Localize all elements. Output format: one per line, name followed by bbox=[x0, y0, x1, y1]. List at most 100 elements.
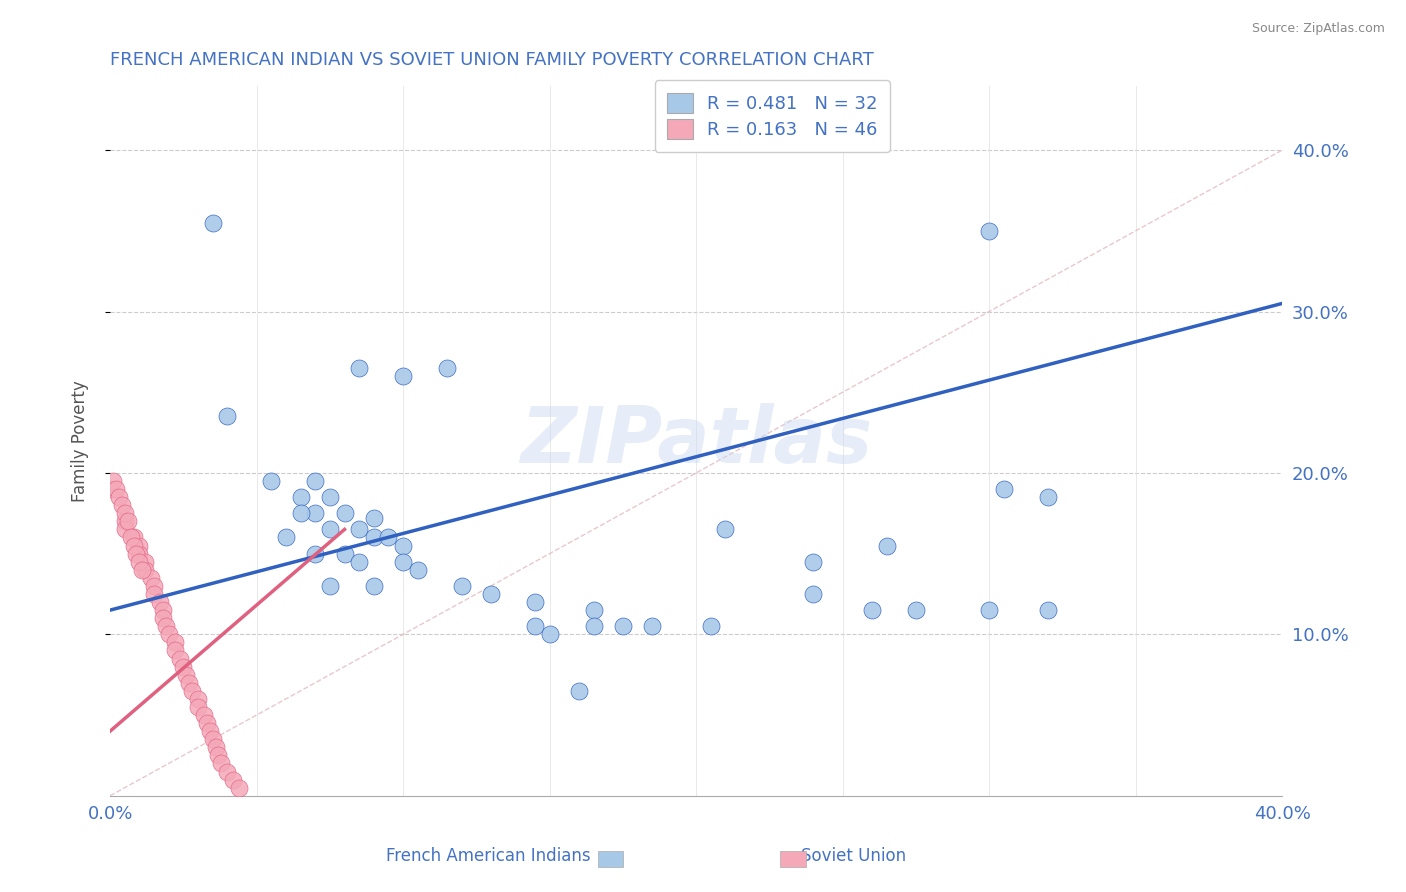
Point bbox=[860, 603, 883, 617]
Point bbox=[114, 514, 136, 528]
Point bbox=[204, 740, 226, 755]
Point bbox=[319, 523, 342, 537]
Point bbox=[582, 603, 605, 617]
Point bbox=[979, 603, 1001, 617]
Point bbox=[111, 498, 134, 512]
Point bbox=[120, 531, 142, 545]
Point bbox=[134, 555, 156, 569]
Point bbox=[304, 506, 326, 520]
Point bbox=[1036, 603, 1059, 617]
Point bbox=[222, 772, 245, 787]
Point bbox=[523, 619, 546, 633]
Point bbox=[201, 216, 224, 230]
Text: French American Indians: French American Indians bbox=[385, 847, 591, 865]
Point bbox=[195, 716, 218, 731]
Point bbox=[228, 780, 250, 795]
Point bbox=[172, 659, 194, 673]
Point bbox=[181, 683, 204, 698]
Point bbox=[193, 708, 215, 723]
Point bbox=[260, 474, 283, 488]
Point bbox=[979, 224, 1001, 238]
Point bbox=[582, 619, 605, 633]
Point bbox=[152, 603, 174, 617]
Point bbox=[149, 595, 172, 609]
Point bbox=[209, 756, 232, 771]
Point bbox=[155, 619, 177, 633]
Point bbox=[993, 482, 1015, 496]
Point bbox=[304, 474, 326, 488]
Text: ZIPatlas: ZIPatlas bbox=[520, 402, 872, 479]
Point bbox=[217, 409, 239, 424]
Point bbox=[363, 511, 385, 525]
Point bbox=[377, 531, 399, 545]
Point bbox=[392, 369, 415, 384]
Point bbox=[198, 724, 221, 739]
Point bbox=[174, 667, 197, 681]
Point bbox=[104, 482, 127, 496]
Point bbox=[114, 506, 136, 520]
Point bbox=[179, 675, 201, 690]
Point bbox=[876, 539, 898, 553]
Point bbox=[1036, 490, 1059, 504]
Point bbox=[117, 514, 139, 528]
Point bbox=[125, 547, 148, 561]
Point bbox=[641, 619, 664, 633]
Point bbox=[139, 571, 162, 585]
Point bbox=[187, 692, 209, 706]
Point bbox=[157, 627, 180, 641]
Point bbox=[700, 619, 723, 633]
Point bbox=[333, 547, 356, 561]
Point bbox=[143, 587, 166, 601]
Point bbox=[319, 490, 342, 504]
Point bbox=[363, 531, 385, 545]
Point bbox=[128, 547, 150, 561]
Point bbox=[114, 523, 136, 537]
Point bbox=[163, 635, 186, 649]
Point bbox=[801, 555, 824, 569]
Point bbox=[450, 579, 472, 593]
Point bbox=[98, 482, 121, 496]
Text: FRENCH AMERICAN INDIAN VS SOVIET UNION FAMILY POVERTY CORRELATION CHART: FRENCH AMERICAN INDIAN VS SOVIET UNION F… bbox=[110, 51, 873, 69]
Point bbox=[201, 732, 224, 747]
Point bbox=[612, 619, 634, 633]
Point bbox=[363, 579, 385, 593]
Point bbox=[347, 555, 370, 569]
Point bbox=[187, 700, 209, 714]
Point bbox=[406, 563, 429, 577]
Point bbox=[274, 531, 297, 545]
Point bbox=[436, 361, 458, 376]
Point bbox=[128, 555, 150, 569]
Point bbox=[169, 651, 191, 665]
Point bbox=[207, 748, 229, 763]
Point bbox=[714, 523, 737, 537]
Point bbox=[101, 474, 124, 488]
Point bbox=[904, 603, 927, 617]
Point bbox=[143, 579, 166, 593]
Point bbox=[108, 490, 131, 504]
Legend: R = 0.481   N = 32, R = 0.163   N = 46: R = 0.481 N = 32, R = 0.163 N = 46 bbox=[655, 80, 890, 152]
Point bbox=[333, 506, 356, 520]
Point bbox=[347, 523, 370, 537]
Point bbox=[538, 627, 561, 641]
Point bbox=[290, 506, 312, 520]
Point bbox=[152, 611, 174, 625]
Point bbox=[801, 587, 824, 601]
Point bbox=[568, 683, 591, 698]
Point bbox=[479, 587, 502, 601]
Point bbox=[122, 539, 145, 553]
Point bbox=[392, 555, 415, 569]
Point bbox=[347, 361, 370, 376]
Point bbox=[319, 579, 342, 593]
Y-axis label: Family Poverty: Family Poverty bbox=[72, 380, 89, 501]
Text: Source: ZipAtlas.com: Source: ZipAtlas.com bbox=[1251, 22, 1385, 36]
Text: Soviet Union: Soviet Union bbox=[801, 847, 907, 865]
Point bbox=[131, 563, 153, 577]
Point bbox=[392, 539, 415, 553]
Point bbox=[122, 531, 145, 545]
Point bbox=[217, 764, 239, 779]
Point bbox=[163, 643, 186, 657]
Point bbox=[304, 547, 326, 561]
Point bbox=[134, 563, 156, 577]
Point bbox=[128, 539, 150, 553]
Point bbox=[290, 490, 312, 504]
